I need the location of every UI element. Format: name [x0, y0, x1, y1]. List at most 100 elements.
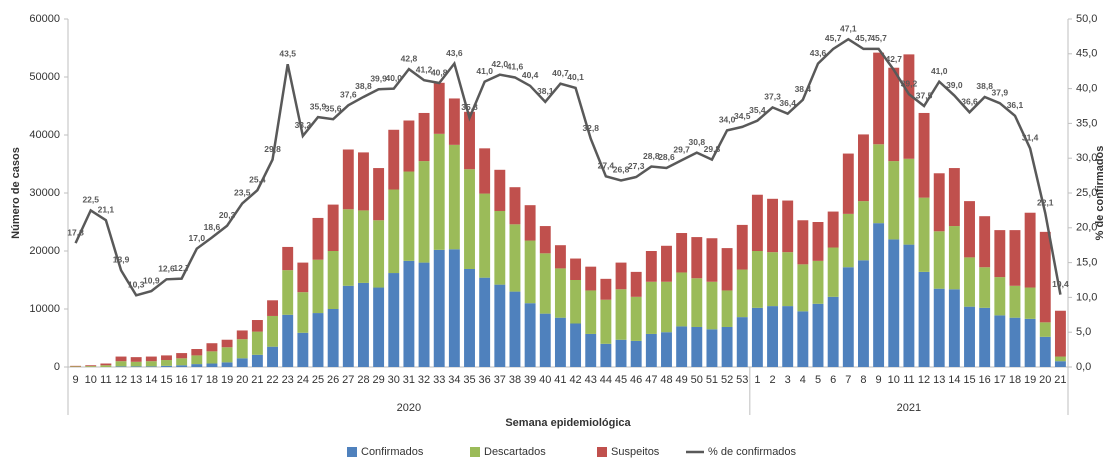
- bar-segment: [251, 354, 263, 367]
- x-tick-label: 15: [963, 374, 975, 386]
- bar-segment: [782, 252, 794, 307]
- data-label: 13,9: [113, 255, 130, 265]
- bar-segment: [509, 224, 521, 292]
- bar-segment: [767, 198, 778, 253]
- bar-segment: [751, 251, 763, 308]
- x-tick-label: 16: [979, 374, 991, 386]
- bar-segment: [373, 168, 385, 221]
- bar-segment: [554, 245, 566, 269]
- x-tick-label: 23: [282, 374, 294, 386]
- bar-segment: [403, 171, 415, 261]
- bar-segment: [691, 237, 703, 279]
- bar-segment: [267, 346, 278, 367]
- group-label: 2021: [897, 402, 921, 414]
- data-label: 43,6: [446, 48, 463, 58]
- bar-segment: [539, 253, 551, 314]
- bar-segment: [600, 299, 612, 344]
- bar-segment: [100, 365, 112, 367]
- bar-segment: [691, 326, 703, 367]
- bar-segment: [297, 262, 309, 293]
- bar-segment: [251, 320, 263, 332]
- bar-segment: [206, 343, 218, 352]
- bar-segment: [615, 289, 627, 340]
- data-label: 37,3: [764, 92, 781, 102]
- bar-segment: [888, 67, 900, 162]
- y-tick-label: 0: [54, 361, 60, 373]
- bar-segment: [979, 307, 991, 367]
- x-tick-label: 20: [236, 374, 248, 386]
- bar-segment: [267, 315, 278, 347]
- data-label: 17,8: [67, 227, 84, 237]
- bar-segment: [373, 287, 385, 367]
- y2-tick-label: 15,0: [1076, 257, 1097, 269]
- bar-segment: [751, 194, 763, 251]
- bar-segment: [767, 306, 778, 367]
- data-label: 41,2: [416, 64, 433, 74]
- data-label: 37,9: [992, 87, 1009, 97]
- bar-segment: [418, 262, 430, 367]
- data-label: 33,2: [295, 120, 312, 130]
- bar-segment: [1024, 318, 1036, 367]
- bar-segment: [797, 264, 809, 312]
- x-tick-label: 35: [463, 374, 475, 386]
- x-tick-label: 3: [785, 374, 791, 386]
- x-tick-label: 1: [754, 374, 760, 386]
- x-tick-label: 47: [645, 374, 657, 386]
- data-label: 20,3: [219, 210, 236, 220]
- x-tick-label: 51: [706, 374, 718, 386]
- bar-segment: [464, 169, 475, 269]
- data-label: 10,3: [128, 280, 145, 290]
- x-tick-label: 15: [160, 374, 172, 386]
- data-label: 28,8: [643, 151, 660, 161]
- bar-segment: [964, 257, 975, 307]
- data-label: 42,0: [492, 59, 509, 69]
- bar-segment: [585, 266, 597, 291]
- bar-segment: [297, 332, 309, 367]
- bar-segment: [979, 267, 991, 308]
- bar-segment: [645, 251, 657, 282]
- bar-segment: [691, 278, 703, 327]
- bar-segment: [282, 246, 294, 271]
- bar-segment: [282, 314, 294, 367]
- bar-segment: [903, 158, 915, 245]
- bar-segment: [388, 273, 400, 367]
- bar-segment: [145, 366, 157, 367]
- bar-segment: [464, 111, 475, 170]
- legend-label: Descartados: [484, 446, 546, 458]
- data-label: 45,7: [825, 33, 842, 43]
- bar-segment: [251, 331, 263, 355]
- bar-segment: [645, 281, 657, 334]
- bar-segment: [236, 339, 248, 359]
- bar-segment: [1039, 336, 1051, 367]
- x-tick-label: 13: [130, 374, 142, 386]
- bar-segment: [812, 303, 824, 367]
- bar-segment: [661, 281, 672, 333]
- data-label: 17,0: [189, 233, 206, 243]
- x-tick-label: 49: [676, 374, 688, 386]
- bar-segment: [433, 133, 445, 250]
- bar-segment: [948, 226, 960, 290]
- bar-segment: [721, 290, 733, 327]
- x-tick-label: 9: [876, 374, 882, 386]
- data-label: 40,4: [522, 70, 539, 80]
- bar-segment: [85, 365, 97, 367]
- bar-segment: [964, 306, 975, 367]
- bar-segment: [191, 349, 203, 356]
- bar-segment: [221, 362, 233, 367]
- x-tick-label: 11: [903, 374, 914, 386]
- bar-segment: [797, 311, 809, 367]
- y-tick-label: 20000: [29, 245, 60, 257]
- data-label: 34,0: [719, 115, 736, 125]
- y2-tick-label: 20,0: [1076, 222, 1097, 234]
- x-tick-label: 46: [630, 374, 642, 386]
- x-tick-label: 26: [327, 374, 339, 386]
- data-label: 41,6: [507, 62, 524, 72]
- bar-segment: [221, 339, 233, 348]
- bar-segment: [645, 333, 657, 367]
- bar-segment: [1039, 322, 1051, 337]
- bar-segment: [342, 149, 354, 210]
- data-label: 45,7: [855, 33, 872, 43]
- data-label: 42,8: [401, 53, 418, 63]
- bar-segment: [600, 343, 612, 367]
- legend-swatch: [470, 447, 480, 457]
